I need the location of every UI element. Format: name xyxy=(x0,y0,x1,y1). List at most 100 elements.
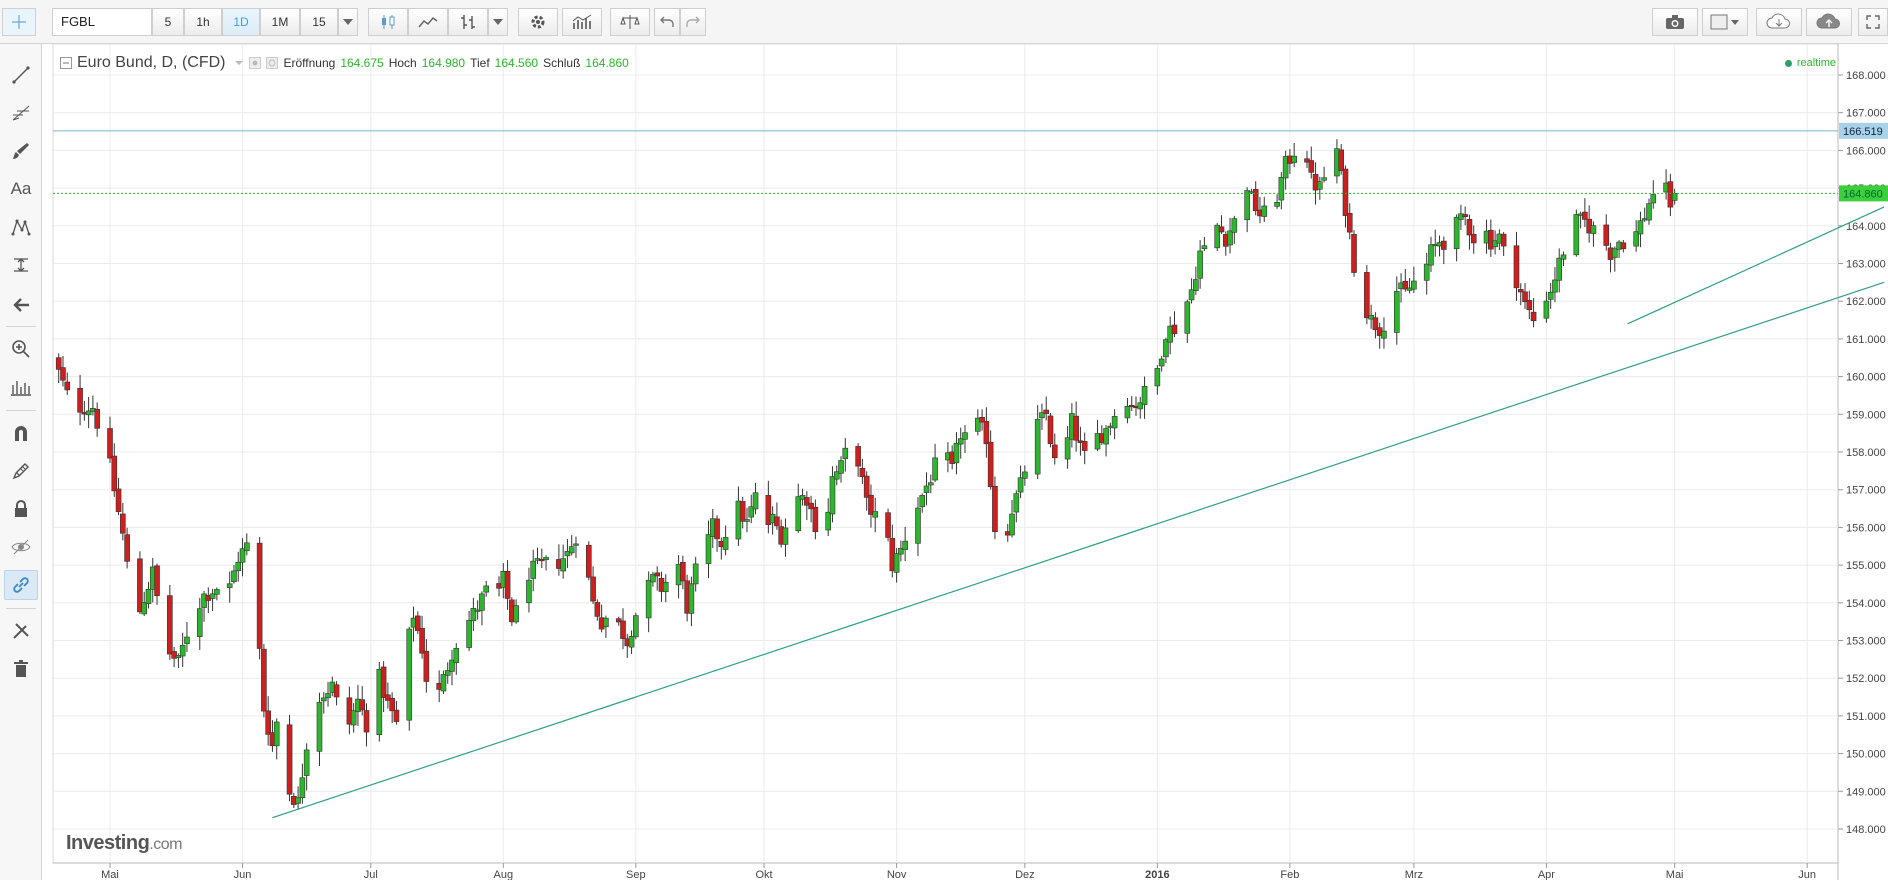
symbol-input[interactable]: FGBL xyxy=(52,8,152,36)
lock-tool[interactable] xyxy=(4,494,38,524)
link-tool[interactable] xyxy=(4,570,38,600)
y-axis: 148.000 149.000 150.000 151.000 152.000 153.0… xyxy=(1838,70,1886,836)
measure-icon xyxy=(14,258,28,272)
candle-body xyxy=(1462,214,1468,218)
delete-drawings[interactable] xyxy=(4,654,38,684)
text-tool[interactable]: Aa xyxy=(4,174,38,204)
measure-tool[interactable] xyxy=(4,250,38,280)
tools-settings[interactable] xyxy=(4,616,38,646)
redo-button[interactable] xyxy=(680,8,706,36)
candle-body xyxy=(1633,231,1639,247)
candle-body xyxy=(406,628,413,721)
fib-tool[interactable] xyxy=(4,98,38,128)
chart-overlays: 166.519 164.860 xyxy=(53,122,1888,819)
chevron-down-icon[interactable] xyxy=(234,59,244,67)
candle-up xyxy=(564,539,571,569)
candle-body xyxy=(825,511,832,531)
x-tick-label: Sep xyxy=(626,869,646,880)
candle-body xyxy=(286,724,293,795)
drawing-tools-sidebar: Aa xyxy=(0,44,42,880)
candle-up xyxy=(320,692,327,714)
magnet-tool[interactable] xyxy=(4,418,38,448)
candle-body xyxy=(179,644,186,657)
candle-body xyxy=(1111,416,1118,429)
candle-down xyxy=(1351,230,1357,277)
candle-body xyxy=(962,432,968,440)
candle-up xyxy=(662,574,669,603)
interval-1m-button[interactable]: 1M xyxy=(260,8,300,36)
candle-down xyxy=(808,495,814,523)
candle-body xyxy=(1402,281,1409,290)
candle-body xyxy=(654,572,661,577)
candle-body xyxy=(419,627,425,654)
cloud-download-icon xyxy=(1766,13,1790,29)
instrument-title[interactable]: Euro Bund, D, (CFD) xyxy=(77,54,226,71)
undo-button[interactable] xyxy=(654,8,680,36)
candle-down xyxy=(1218,215,1225,234)
candle-down xyxy=(393,700,400,725)
low-value: 164.560 xyxy=(494,56,539,70)
screenshot-button[interactable] xyxy=(1652,8,1698,36)
candle-body xyxy=(320,697,327,702)
interval-5-button[interactable]: 5 xyxy=(152,8,184,36)
chart-type-dropdown-button[interactable] xyxy=(488,8,508,36)
crosshair-mode-button[interactable] xyxy=(2,8,36,36)
zoom-tool[interactable] xyxy=(4,334,38,364)
fullscreen-button[interactable] xyxy=(1858,8,1888,36)
candle-down xyxy=(812,499,819,540)
candle-body xyxy=(603,617,609,628)
candle-up xyxy=(1009,499,1015,538)
brush-tool[interactable] xyxy=(4,136,38,166)
candle-body xyxy=(833,471,840,480)
trend-line-tool[interactable] xyxy=(4,60,38,90)
interval-1h-button[interactable]: 1h xyxy=(184,8,222,36)
layout-button[interactable] xyxy=(1702,8,1748,36)
candle-body xyxy=(1073,415,1079,441)
interval-15-button[interactable]: 15 xyxy=(300,8,338,36)
settings-button[interactable] xyxy=(518,8,558,36)
candle-down xyxy=(154,563,160,605)
indicator-tool[interactable] xyxy=(4,372,38,402)
candle-up xyxy=(688,576,695,627)
bars-button[interactable] xyxy=(448,8,488,36)
y-axis-background xyxy=(1838,44,1888,880)
bars-icon xyxy=(461,15,475,29)
line-chart-button[interactable] xyxy=(408,8,448,36)
interval-dropdown-button[interactable] xyxy=(338,8,358,36)
candle-down xyxy=(680,555,686,590)
hline-price-tag xyxy=(1839,122,1888,139)
hide-drawings-tool[interactable] xyxy=(4,532,38,562)
candle-body xyxy=(573,543,579,546)
candle-body xyxy=(983,420,990,445)
candles-button[interactable] xyxy=(368,8,408,36)
y-tick-label: 157.000 xyxy=(1846,485,1886,497)
candle-body xyxy=(1184,301,1191,334)
candle-body xyxy=(1201,245,1208,250)
settings-small-icon[interactable] xyxy=(249,57,262,69)
arrow-tool[interactable] xyxy=(4,290,38,320)
candle-up xyxy=(85,396,92,429)
compare-button[interactable] xyxy=(610,8,650,36)
pattern-tool[interactable] xyxy=(4,212,38,242)
redo-icon xyxy=(686,16,700,27)
candle-down xyxy=(171,646,177,668)
interval-1d-button[interactable]: 1D xyxy=(222,8,260,36)
candle-up xyxy=(325,682,331,707)
candle-down xyxy=(1043,396,1050,421)
candle-up xyxy=(927,474,934,494)
x-tick-label: Mrz xyxy=(1405,869,1423,880)
candle-down xyxy=(1470,225,1477,254)
collapse-icon[interactable] xyxy=(60,57,72,69)
cloud-load-button[interactable] xyxy=(1756,8,1802,36)
close-small-icon[interactable] xyxy=(266,57,279,69)
candle-body xyxy=(141,602,147,615)
candle-down xyxy=(380,661,387,713)
cloud-save-button[interactable] xyxy=(1806,8,1852,36)
candle-down xyxy=(1047,413,1054,448)
pencil-lock-tool[interactable] xyxy=(4,456,38,486)
candle-body xyxy=(226,583,233,588)
candle-up xyxy=(231,564,237,584)
candle-body xyxy=(1500,233,1507,247)
indicators-button[interactable] xyxy=(562,8,602,36)
